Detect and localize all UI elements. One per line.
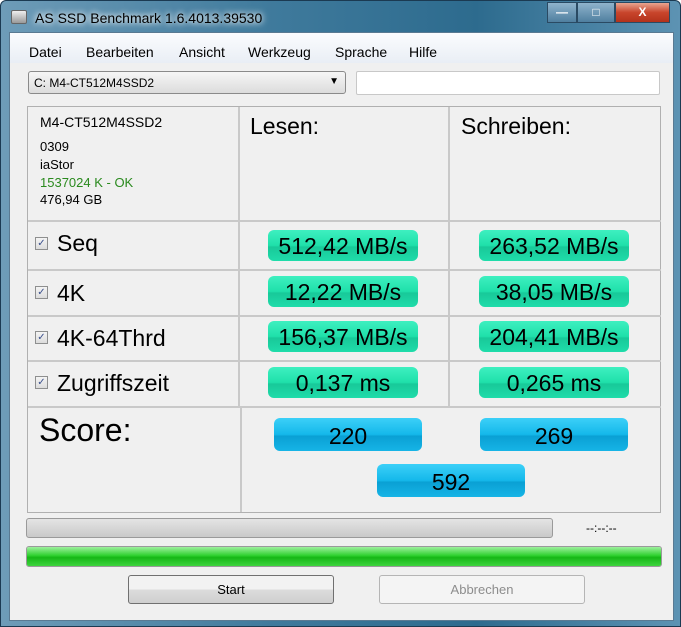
results-grid: [27, 106, 661, 513]
path-input[interactable]: [356, 71, 660, 95]
chevron-down-icon: ▼: [329, 76, 339, 87]
drive-icon: [11, 10, 27, 24]
alignment-status: 1537024 K - OK: [40, 175, 134, 190]
elapsed-time: --:--:--: [586, 521, 617, 535]
maximize-button[interactable]: □: [577, 2, 615, 23]
read-header: Lesen:: [250, 113, 320, 139]
menu-hilfe[interactable]: Hilfe: [409, 44, 438, 60]
4k64-label: 4K-64Thrd: [57, 325, 166, 351]
grid-divider: [238, 107, 240, 407]
access-write-result: 0,265 ms: [479, 367, 629, 398]
overall-progress-fill: [27, 547, 661, 566]
read-score: 220: [274, 418, 422, 451]
start-button[interactable]: Start: [128, 575, 334, 604]
minimize-button[interactable]: —: [547, 2, 577, 23]
write-header: Schreiben:: [461, 113, 571, 139]
menu-bar: Datei Bearbeiten Ansicht Werkzeug Sprach…: [10, 33, 673, 63]
test-progress-bar: [26, 518, 553, 538]
grid-divider: [28, 360, 661, 362]
access-time-checkbox[interactable]: ✓: [35, 376, 48, 389]
grid-divider: [28, 220, 661, 222]
4k64-read-result: 156,37 MB/s: [268, 321, 418, 352]
drive-model: M4-CT512M4SSD2: [40, 114, 163, 130]
write-score: 269: [480, 418, 628, 451]
menu-bearbeiten[interactable]: Bearbeiten: [86, 44, 154, 60]
seq-label: Seq: [57, 230, 98, 256]
client-area: Datei Bearbeiten Ansicht Werkzeug Sprach…: [9, 32, 674, 621]
4k-write-result: 38,05 MB/s: [479, 276, 629, 307]
grid-divider: [28, 269, 661, 271]
grid-divider: [448, 107, 450, 407]
window-title: AS SSD Benchmark 1.6.4013.39530: [35, 10, 263, 26]
drive-select[interactable]: C: M4-CT512M4SSD2 ▼: [28, 71, 346, 94]
seq-checkbox[interactable]: ✓: [35, 237, 48, 250]
drive-select-value: C: M4-CT512M4SSD2: [34, 76, 155, 90]
4k-label: 4K: [57, 280, 86, 306]
menu-datei[interactable]: Datei: [29, 44, 62, 60]
4k64-checkbox[interactable]: ✓: [35, 331, 48, 344]
4k-read-result: 12,22 MB/s: [268, 276, 418, 307]
firmware: 0309: [40, 139, 69, 154]
grid-divider: [28, 406, 661, 408]
4k-checkbox[interactable]: ✓: [35, 286, 48, 299]
access-read-result: 0,137 ms: [268, 367, 418, 398]
drive-size: 476,94 GB: [40, 192, 103, 207]
grid-divider: [240, 407, 242, 512]
driver: iaStor: [40, 157, 74, 172]
overall-progress-bar: [26, 546, 662, 567]
menu-sprache[interactable]: Sprache: [335, 44, 388, 60]
4k64-write-result: 204,41 MB/s: [479, 321, 629, 352]
seq-write-result: 263,52 MB/s: [479, 230, 629, 261]
total-score: 592: [377, 464, 525, 497]
close-button[interactable]: X: [615, 2, 670, 23]
menu-ansicht[interactable]: Ansicht: [179, 44, 225, 60]
grid-divider: [28, 315, 661, 317]
seq-read-result: 512,42 MB/s: [268, 230, 418, 261]
menu-werkzeug[interactable]: Werkzeug: [248, 44, 311, 60]
access-time-label: Zugriffszeit: [57, 370, 170, 396]
cancel-button[interactable]: Abbrechen: [379, 575, 585, 604]
score-label: Score:: [39, 412, 132, 448]
